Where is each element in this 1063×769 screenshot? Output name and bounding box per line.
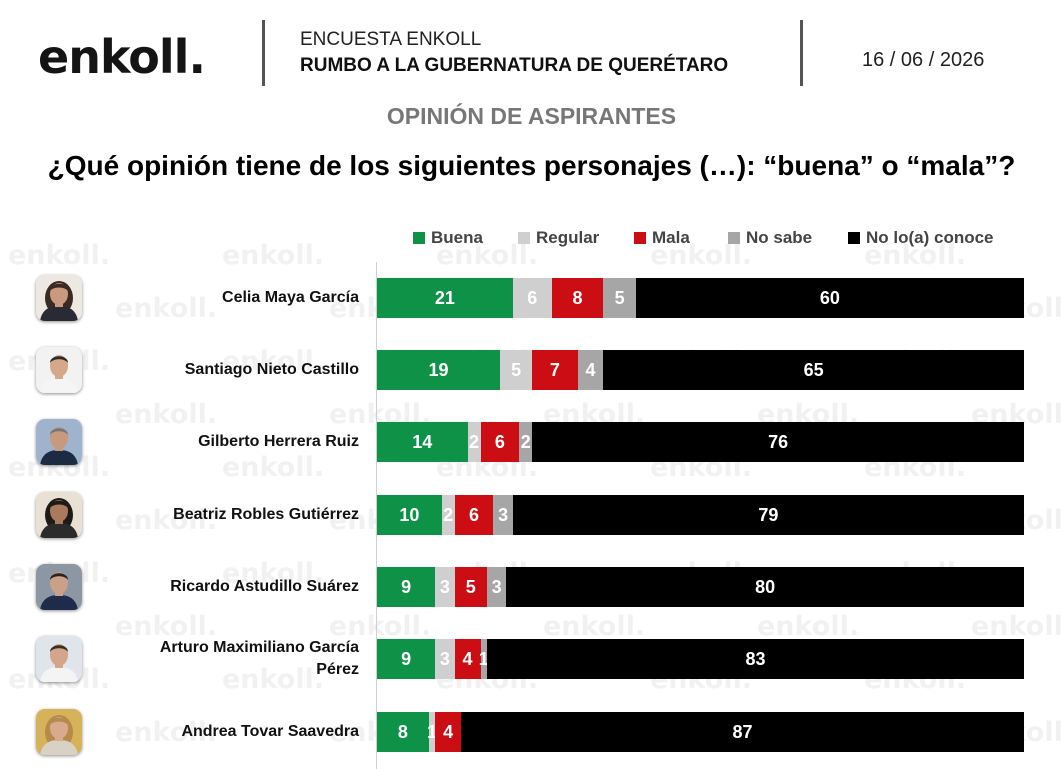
bar-segment-no-sabe: 3 [493, 495, 513, 535]
legend-item-regular: Regular [518, 228, 599, 248]
bar-segment-regular: 6 [512, 278, 552, 318]
candidate-photo [36, 419, 82, 465]
chart-row: Andrea Tovar Saavedra 8 1 4 87 [0, 709, 1063, 755]
legend-swatch [848, 232, 860, 244]
chart-row: Santiago Nieto Castillo 19 5 7 4 65 [0, 347, 1063, 393]
stacked-bar: 10 2 6 3 79 [377, 495, 1024, 535]
legend-item-buena: Buena [413, 228, 483, 248]
chart-row: Beatriz Robles Gutiérrez 10 2 6 3 79 [0, 492, 1063, 538]
legend-label: Buena [431, 228, 483, 247]
bar-segment-mala: 7 [532, 350, 578, 390]
legend-swatch [413, 232, 425, 244]
bar-segment-regular: 1 [427, 712, 437, 752]
bar-segment-no-conoce: 60 [635, 278, 1024, 318]
bar-segment-buena: 10 [377, 495, 442, 535]
stacked-bar: 9 3 4 1 83 [377, 639, 1024, 679]
bar-segment-no-conoce: 65 [603, 350, 1024, 390]
chart-row: Arturo Maximiliano García Pérez 9 3 4 1 83 [0, 636, 1063, 682]
bar-segment-regular: 5 [499, 350, 533, 390]
bar-segment-no-sabe: 1 [479, 639, 489, 679]
bar-segment-buena: 9 [377, 639, 436, 679]
legend-swatch [518, 232, 530, 244]
stacked-bar: 9 3 5 3 80 [377, 567, 1024, 607]
chart-legend: Buena Regular Mala No sabe No lo(a) conoce [0, 228, 1063, 250]
section-title: OPINIÓN DE ASPIRANTES [386, 103, 677, 129]
legend-item-no-conoce: No lo(a) conoce [848, 228, 994, 248]
question-title: ¿Qué opinión tiene de los siguientes per… [47, 150, 1016, 181]
legend-swatch [728, 232, 740, 244]
chart-row: Ricardo Astudillo Suárez 9 3 5 3 80 [0, 564, 1063, 610]
bar-segment-mala: 5 [454, 567, 487, 607]
bar-segment-mala: 6 [454, 495, 494, 535]
header-divider-left [262, 20, 265, 86]
candidate-name: Ricardo Astudillo Suárez [170, 578, 359, 595]
bar-segment-no-conoce: 87 [461, 712, 1024, 752]
stacked-bar: 21 6 8 5 60 [377, 278, 1024, 318]
chart-row: Celia Maya García 21 6 8 5 60 [0, 275, 1063, 321]
stacked-bar: 14 2 6 2 76 [377, 422, 1024, 462]
candidate-name: Andrea Tovar Saavedra [181, 723, 359, 740]
bar-segment-no-sabe: 5 [603, 278, 636, 318]
legend-label: No sabe [746, 228, 813, 247]
candidate-photo [36, 275, 82, 321]
bar-segment-no-conoce: 79 [512, 495, 1024, 535]
candidate-name: Celia Maya García [222, 289, 359, 306]
bar-segment-no-sabe: 4 [577, 350, 604, 390]
header-divider-right [800, 20, 803, 86]
watermark: enkoll. [757, 611, 860, 642]
bar-segment-no-conoce: 83 [486, 639, 1024, 679]
survey-date: 16 / 06 / 2026 [862, 49, 985, 71]
candidate-photo [36, 709, 82, 755]
candidate-name: Arturo Maximiliano García Pérez [159, 639, 359, 678]
bar-segment-mala: 4 [435, 712, 462, 752]
chart-axis-line [376, 262, 377, 769]
survey-title: RUMBO A LA GUBERNATURA DE QUERÉTARO [300, 55, 729, 76]
legend-item-mala: Mala [634, 228, 690, 248]
candidate-photo [36, 636, 82, 682]
chart-row: Gilberto Herrera Ruiz 14 2 6 2 76 [0, 419, 1063, 465]
bar-segment-regular: 2 [441, 495, 455, 535]
bar-segment-no-conoce: 76 [532, 422, 1024, 462]
bar-segment-buena: 19 [377, 350, 500, 390]
legend-label: No lo(a) conoce [866, 228, 994, 247]
bar-segment-buena: 8 [377, 712, 429, 752]
stacked-bar: 8 1 4 87 [377, 712, 1024, 752]
stacked-bar: 19 5 7 4 65 [377, 350, 1024, 390]
enkoll-logo: enkoll. [38, 30, 206, 84]
bar-segment-buena: 9 [377, 567, 436, 607]
candidate-photo [36, 347, 82, 393]
survey-name: ENCUESTA ENKOLL [300, 29, 482, 50]
legend-item-no-sabe: No sabe [728, 228, 812, 248]
bar-segment-regular: 3 [435, 639, 455, 679]
candidate-photo [36, 564, 82, 610]
legend-label: Regular [536, 228, 600, 247]
bar-segment-buena: 14 [377, 422, 468, 462]
bar-segment-buena: 21 [377, 278, 513, 318]
candidate-photo [36, 492, 82, 538]
bar-segment-no-sabe: 2 [519, 422, 533, 462]
legend-swatch [634, 232, 646, 244]
bar-segment-regular: 2 [467, 422, 481, 462]
bar-segment-regular: 3 [435, 567, 455, 607]
watermark: enkoll. [971, 611, 1063, 642]
candidate-name: Santiago Nieto Castillo [184, 361, 359, 378]
bar-segment-mala: 6 [480, 422, 520, 462]
bar-segment-no-sabe: 3 [486, 567, 507, 607]
legend-label: Mala [652, 228, 690, 247]
candidate-name: Gilberto Herrera Ruiz [198, 433, 359, 450]
candidate-name: Beatriz Robles Gutiérrez [173, 506, 359, 523]
bar-segment-mala: 4 [454, 639, 481, 679]
bar-segment-no-conoce: 80 [506, 567, 1024, 607]
watermark: enkoll. [543, 611, 646, 642]
bar-segment-mala: 8 [551, 278, 604, 318]
